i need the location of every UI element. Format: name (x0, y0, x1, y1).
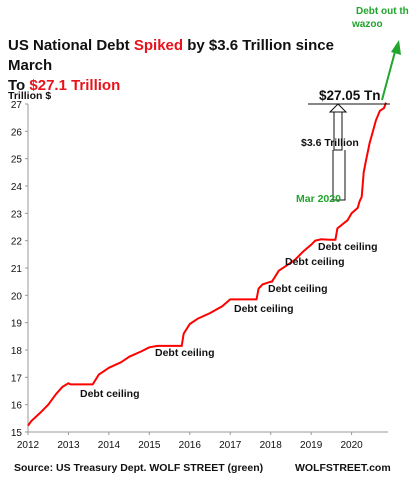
spike-bracket-lower (332, 150, 346, 201)
plot-frame (27, 104, 388, 433)
y-tick-label: 25 (11, 155, 23, 166)
value-label: $27.05 Tn (319, 88, 381, 103)
x-tick-label: 2018 (260, 440, 283, 451)
spike-label: $3.6 Trillion (301, 137, 359, 149)
y-tick-label: 22 (11, 237, 23, 248)
debt-ceiling-label: Debt ceiling (268, 283, 328, 295)
y-tick-label: 16 (11, 401, 23, 412)
brand-label: WOLFSTREET.com (295, 462, 391, 474)
x-tick-label: 2012 (17, 440, 40, 451)
wazoo-label-2: wazoo (351, 19, 383, 30)
y-tick-label: 27 (11, 100, 23, 111)
source-note: Source: US Treasury Dept. WOLF STREET (g… (14, 462, 264, 474)
x-tick-label: 2013 (57, 440, 80, 451)
wazoo-arrow-shaft (381, 47, 397, 101)
y-tick-label: 15 (11, 428, 23, 439)
debt-ceiling-label: Debt ceiling (285, 256, 345, 268)
y-tick-label: 18 (11, 346, 23, 357)
y-tick-label: 23 (11, 209, 23, 220)
x-tick-label: 2020 (340, 440, 363, 451)
march-label: Mar 2020 (296, 193, 341, 205)
y-tick-label: 26 (11, 127, 23, 138)
debt-ceiling-label: Debt ceiling (318, 241, 378, 253)
x-tick-label: 2016 (179, 440, 202, 451)
spike-bracket (328, 103, 348, 151)
x-tick-label: 2019 (300, 440, 323, 451)
chart-title: US National Debt Spiked by $3.6 Trillion… (8, 37, 334, 94)
x-tick-label: 2017 (219, 440, 242, 451)
debt-series-line (27, 102, 387, 427)
x-tick-label: 2014 (98, 440, 121, 451)
debt-ceiling-label: Debt ceiling (155, 347, 215, 359)
y-tick-label: 21 (11, 264, 23, 275)
debt-ceiling-label: Debt ceiling (80, 388, 140, 400)
debt-ceiling-label: Debt ceiling (234, 303, 294, 315)
y-tick-label: 20 (11, 291, 23, 302)
y-tick-label: 17 (11, 373, 23, 384)
y-axis-label: Trillion $ (8, 90, 51, 102)
y-tick-label: 19 (11, 319, 23, 330)
wazoo-label: Debt out the (356, 6, 409, 17)
y-tick-label: 24 (11, 182, 23, 193)
x-tick-label: 2015 (138, 440, 161, 451)
wazoo-arrow-head (391, 40, 401, 55)
